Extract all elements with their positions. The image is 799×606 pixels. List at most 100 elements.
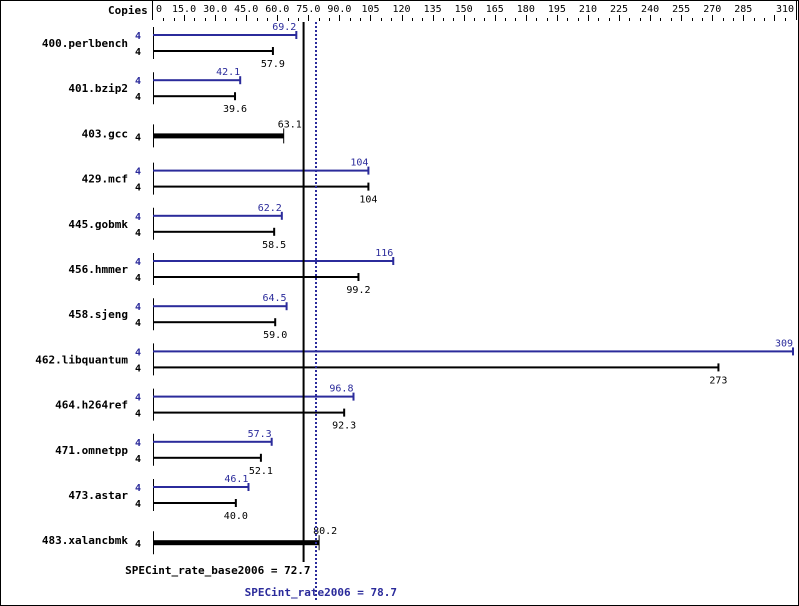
base-value-label: 59.0 — [263, 330, 287, 341]
benchmark-label: 401.bzip2 — [68, 82, 128, 95]
base-value-label: 40.0 — [224, 511, 248, 522]
copies-value-peak: 4 — [135, 167, 141, 178]
copies-value-base: 4 — [135, 318, 141, 329]
tick-label: 45.0 — [234, 4, 258, 15]
copies-value-base: 4 — [135, 363, 141, 374]
base-bar — [153, 133, 284, 139]
tick-label: 60.0 — [265, 4, 289, 15]
peak-value-label: 64.5 — [262, 293, 286, 304]
tick-label: 90.0 — [327, 4, 351, 15]
base-bar — [153, 185, 369, 188]
copies-value-peak: 4 — [135, 438, 141, 449]
benchmark-label: 400.perlbench — [42, 37, 128, 50]
peak-value-label: 42.1 — [216, 67, 240, 78]
benchmark-label: 445.gobmk — [68, 218, 128, 231]
benchmark-label: 456.hmmer — [68, 263, 128, 276]
copies-value-peak: 4 — [135, 212, 141, 223]
tick-label: 75.0 — [296, 4, 320, 15]
base-value-label: 99.2 — [346, 285, 370, 296]
base-value-label: 52.1 — [249, 466, 273, 477]
copies-header: Copies — [108, 4, 148, 17]
copies-value-base: 4 — [135, 228, 141, 239]
peak-bar — [153, 395, 354, 398]
tick-label: 180 — [517, 4, 535, 15]
benchmark-label: 464.h264ref — [55, 399, 128, 412]
copies-value-base: 4 — [135, 183, 141, 194]
peak-value-label: 96.8 — [329, 384, 353, 395]
base-value-label: 92.3 — [332, 421, 356, 432]
base-bar — [153, 411, 345, 414]
tick-label: 225 — [610, 4, 628, 15]
peak-reference-label: SPECint_rate2006 = 78.7 — [245, 586, 397, 599]
peak-bar — [153, 305, 287, 308]
base-bar — [153, 276, 359, 278]
copies-value-peak: 4 — [135, 483, 141, 494]
base-value-label: 273 — [709, 375, 727, 386]
tick-label: 120 — [393, 4, 411, 15]
benchmark-label: 473.astar — [68, 489, 128, 502]
benchmark-label: 403.gcc — [82, 127, 128, 140]
peak-value-label: 104 — [350, 158, 368, 169]
base-value-label: 39.6 — [223, 104, 247, 115]
copies-value: 4 — [135, 132, 141, 143]
benchmark-label: 462.libquantum — [35, 353, 128, 366]
base-bar — [153, 321, 276, 324]
tick-label: 150 — [455, 4, 473, 15]
base-value-label: 80.2 — [313, 526, 337, 537]
base-bar — [153, 502, 236, 504]
base-reference-label: SPECint_rate_base2006 = 72.7 — [125, 564, 310, 577]
tick-label: 285 — [734, 4, 752, 15]
peak-bar — [153, 214, 282, 217]
copies-value-base: 4 — [135, 47, 141, 58]
tick-label: 105 — [361, 4, 379, 15]
peak-bar — [153, 350, 793, 353]
peak-bar — [153, 486, 249, 488]
copies-value: 4 — [135, 539, 141, 550]
copies-value-base: 4 — [135, 409, 141, 420]
tick-label: 310 — [776, 4, 794, 15]
base-value-label: 57.9 — [261, 59, 285, 70]
benchmark-label: 458.sjeng — [68, 308, 128, 321]
copies-value-peak: 4 — [135, 76, 141, 87]
copies-value-peak: 4 — [135, 393, 141, 404]
base-bar — [153, 230, 275, 233]
copies-value-peak: 4 — [135, 347, 141, 358]
tick-label: 255 — [672, 4, 690, 15]
peak-bar — [153, 169, 369, 172]
peak-bar — [153, 79, 241, 82]
base-bar — [153, 456, 261, 459]
copies-value-base: 4 — [135, 92, 141, 103]
peak-value-label: 309 — [775, 338, 793, 349]
peak-value-label: 46.1 — [224, 474, 248, 485]
tick-label: 210 — [579, 4, 597, 15]
copies-value-base: 4 — [135, 273, 141, 284]
copies-value-peak: 4 — [135, 302, 141, 313]
copies-value-base: 4 — [135, 499, 141, 510]
peak-value-label: 57.3 — [248, 429, 272, 440]
peak-bar — [153, 260, 394, 262]
peak-bar — [153, 440, 272, 443]
benchmark-label: 471.omnetpp — [55, 444, 128, 457]
base-bar — [153, 366, 719, 369]
tick-label: 30.0 — [203, 4, 227, 15]
peak-value-label: 69.2 — [272, 22, 296, 33]
copies-value-peak: 4 — [135, 31, 141, 42]
tick-label: 15.0 — [172, 4, 196, 15]
copies-value-base: 4 — [135, 454, 141, 465]
peak-value-label: 62.2 — [258, 203, 282, 214]
base-value-label: 58.5 — [262, 240, 286, 251]
copies-value-peak: 4 — [135, 257, 141, 268]
peak-value-label: 116 — [375, 248, 393, 259]
tick-label: 135 — [424, 4, 442, 15]
tick-label: 0 — [156, 4, 162, 15]
tick-label: 270 — [703, 4, 721, 15]
tick-label: 165 — [486, 4, 504, 15]
peak-bar — [153, 34, 297, 36]
benchmark-label: 483.xalancbmk — [42, 534, 128, 547]
tick-label: 240 — [641, 4, 659, 15]
base-bar — [153, 540, 320, 546]
base-value-label: 63.1 — [278, 119, 302, 130]
benchmark-label: 429.mcf — [82, 173, 128, 186]
